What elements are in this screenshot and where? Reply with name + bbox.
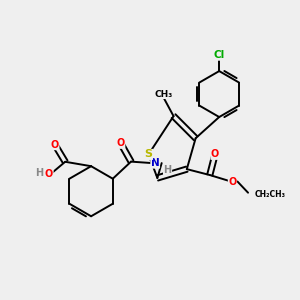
Text: H: H [35, 168, 44, 178]
Text: O: O [211, 149, 219, 159]
Text: O: O [45, 169, 53, 179]
Text: H: H [164, 165, 172, 175]
Text: O: O [51, 140, 59, 150]
Text: N: N [151, 158, 160, 168]
Text: Cl: Cl [214, 50, 225, 60]
Text: CH₂CH₃: CH₂CH₃ [254, 190, 286, 199]
Text: CH₃: CH₃ [154, 90, 172, 99]
Text: S: S [145, 149, 152, 159]
Text: O: O [117, 138, 125, 148]
Text: O: O [228, 176, 237, 187]
